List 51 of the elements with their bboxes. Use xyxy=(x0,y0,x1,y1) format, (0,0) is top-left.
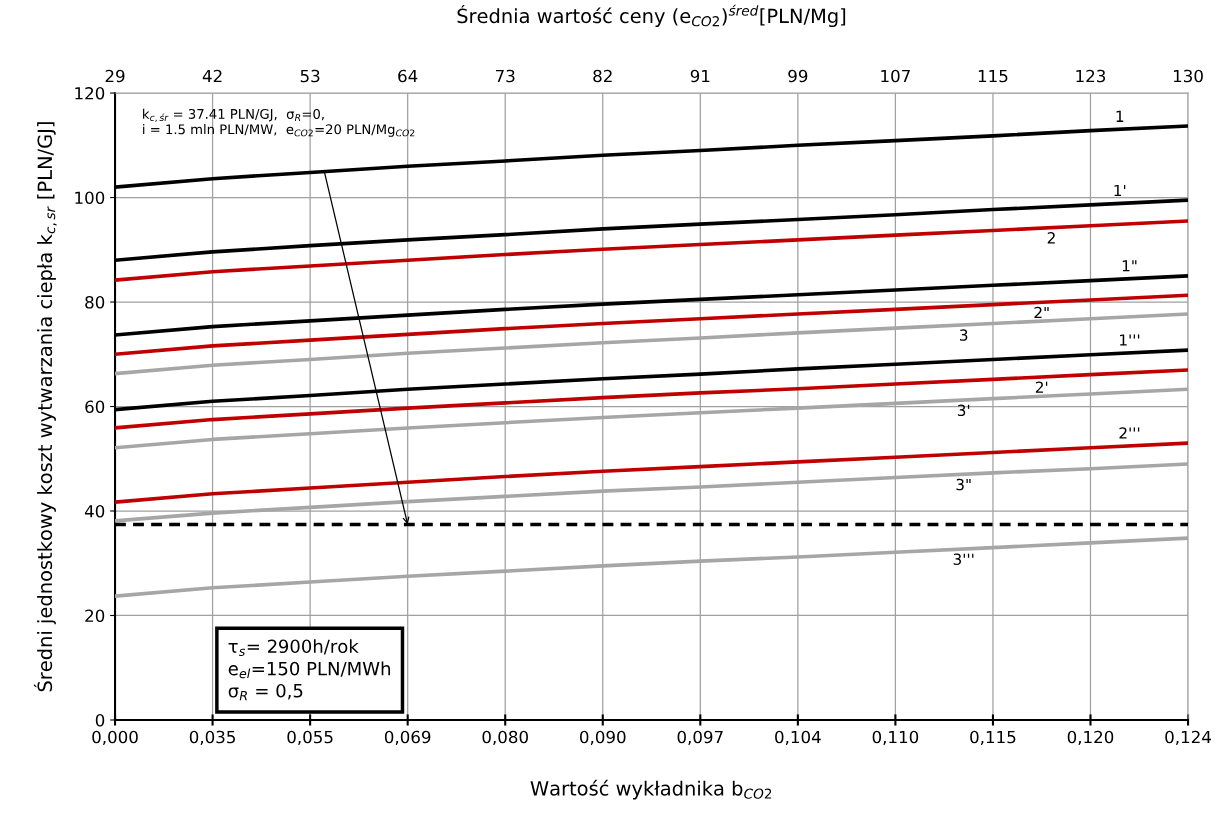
series-label: 2 xyxy=(1047,232,1055,244)
series-label: 2''' xyxy=(1119,427,1140,439)
text: 73 xyxy=(495,69,515,83)
series-label: 1" xyxy=(1122,260,1137,272)
x-tick-label: 0,120 xyxy=(1067,730,1114,745)
series-label: 1''' xyxy=(1120,334,1140,346)
series-label: 2' xyxy=(1035,381,1048,393)
series-label: 3' xyxy=(957,404,970,417)
text: 115 xyxy=(978,69,1008,83)
x-tick-label: 0,124 xyxy=(1165,730,1211,745)
y-axis-title: Średni jednostkowy koszt wytwarzania ciepła k$_{c,sr}$ [PLN/GJ] xyxy=(33,122,57,692)
y-tick-label: 0 xyxy=(95,713,105,727)
x-axis-title: Wartość wykładnika b$_{CO2}$ xyxy=(530,779,772,800)
series-label: 1' xyxy=(1114,184,1126,197)
series-label: 3" xyxy=(956,478,971,491)
line-series xyxy=(115,441,1189,504)
text: 91 xyxy=(690,69,710,83)
x-tick-label: 0,104 xyxy=(775,730,821,745)
text: 64 xyxy=(398,69,418,83)
text: 123 xyxy=(1076,69,1106,83)
y-tick-label: 20 xyxy=(85,609,105,623)
text: 99 xyxy=(788,69,808,83)
text: 82 xyxy=(593,69,612,83)
x-tick-label: 0,000 xyxy=(92,730,138,745)
x-tick-label: 0,090 xyxy=(580,730,626,745)
text: 130 xyxy=(1173,69,1203,83)
text: k$_{c,śr}$ = 37.41 PLN/GJ, σ$_{R}$=0, i = 1.5 mln PLN/MW, e$_{CO2}$=20 PLN/Mg$_{CO2}$ xyxy=(143,108,415,137)
y-tick-label: 100 xyxy=(75,191,105,205)
y-tick-label: 80 xyxy=(85,295,105,309)
x-tick-label: 0,055 xyxy=(287,730,333,745)
text: 29 xyxy=(105,69,125,83)
x2-axis-title: Średnia wartość ceny (e$_{CO2}$)$^{śred}$[PLN/Mg] xyxy=(457,4,846,28)
x-tick-label: 0,115 xyxy=(970,730,1016,745)
x-tick-label: 0,069 xyxy=(384,730,431,745)
x-tick-label: 0,080 xyxy=(482,730,528,745)
series-label: 3 xyxy=(959,329,968,341)
text: 53 xyxy=(300,69,320,83)
series-label: 1 xyxy=(1116,110,1124,122)
x-tick-label: 0,110 xyxy=(872,730,919,745)
line-series xyxy=(115,219,1189,282)
series-label: 3''' xyxy=(953,553,974,565)
y-tick-label: 120 xyxy=(75,87,105,100)
text: τ$_{s}$= 2900h/rok e$_{el}$=150 PLN/MWh σ$_{R}$ = 0,5 xyxy=(228,639,390,701)
y-tick-label: 60 xyxy=(85,400,105,414)
text: 107 xyxy=(881,69,910,83)
x-tick-label: 0,097 xyxy=(677,730,723,745)
text: 42 xyxy=(202,69,222,83)
series-label: 2" xyxy=(1034,306,1049,319)
line-series xyxy=(115,293,1189,357)
y-tick-label: 40 xyxy=(84,504,105,518)
x-tick-label: 0,035 xyxy=(189,730,235,745)
